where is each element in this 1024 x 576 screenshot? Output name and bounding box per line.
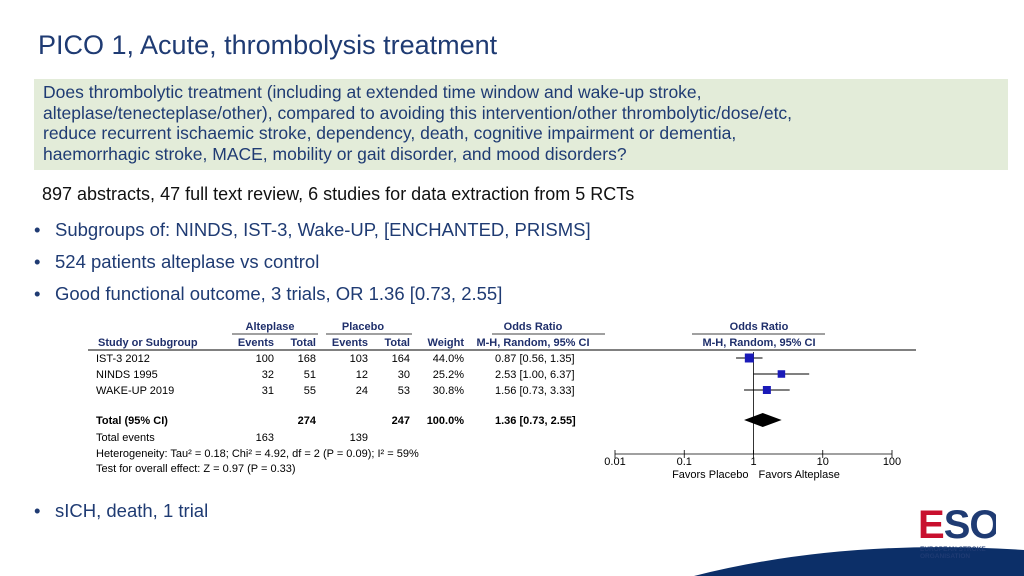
- x-axis-tick-label: 1: [750, 456, 756, 468]
- weight-cell: 44.0%: [433, 353, 464, 365]
- pico-question: Does thrombolytic treatment (including a…: [34, 79, 1008, 170]
- favors-placebo-label: Favors Placebo: [672, 469, 748, 481]
- study-column-header: Study or Subgroup: [98, 337, 198, 349]
- group1-header: Alteplase: [246, 321, 295, 333]
- bullet-marker: •: [34, 500, 41, 521]
- total1-sum: 274: [298, 415, 317, 427]
- events1-cell: 32: [262, 369, 274, 381]
- events2-cell: 24: [356, 385, 368, 397]
- method-column-header: M-H, Random, 95% CI: [476, 337, 589, 349]
- favors-alteplase-label: Favors Alteplase: [759, 469, 840, 481]
- eso-logo-mark: ESO: [918, 503, 996, 547]
- weight-column-header: Weight: [428, 337, 465, 349]
- bullet-item: • Good functional outcome, 3 trials, OR 1…: [34, 282, 591, 314]
- eso-logo-text: EUROPEAN STROKE ORGANISATION: [920, 546, 986, 560]
- corner-swoosh: [694, 547, 1024, 576]
- total2-cell: 53: [398, 385, 410, 397]
- total2-cell: 30: [398, 369, 410, 381]
- events2-cell: 12: [356, 369, 368, 381]
- search-summary: 897 abstracts, 47 full text review, 6 st…: [42, 184, 635, 204]
- bullet-marker: •: [34, 283, 41, 304]
- slide-title: PICO 1, Acute, thrombolysis treatment: [38, 30, 498, 60]
- total1-cell: 51: [304, 369, 316, 381]
- forest-plot-area: 0.01 0.1 1 10 100 Favors Placebo Favors Altepl…: [604, 352, 901, 481]
- x-axis-tick-label: 100: [883, 456, 901, 468]
- study-name: WAKE-UP 2019: [96, 385, 174, 397]
- bullet-item: • 524 patients alteplase vs control: [34, 250, 591, 282]
- method-plot-header: M-H, Random, 95% CI: [702, 337, 815, 349]
- study-name: IST-3 2012: [96, 353, 150, 365]
- total1-cell: 168: [298, 353, 316, 365]
- eso-logo: ESO: [918, 503, 996, 547]
- events1-cell: 100: [256, 353, 274, 365]
- x-axis-tick-label: 0.1: [677, 456, 692, 468]
- weight-cell: 25.2%: [433, 369, 464, 381]
- events1-column-header: Events: [238, 337, 274, 349]
- pooled-estimate-diamond: [744, 413, 782, 427]
- study-point-square: [744, 353, 754, 363]
- ci-cell: 1.56 [0.73, 3.33]: [495, 385, 575, 397]
- total-events2: 139: [350, 432, 368, 444]
- x-axis-tick-label: 10: [817, 456, 829, 468]
- weight-cell: 30.8%: [433, 385, 464, 397]
- bullet-text: sICH, death, 1 trial: [55, 500, 209, 521]
- events2-cell: 103: [350, 353, 368, 365]
- bullet-text: 524 patients alteplase vs control: [55, 251, 320, 272]
- ci-cell: 0.87 [0.56, 1.35]: [495, 353, 575, 365]
- study-name: NINDS 1995: [96, 369, 158, 381]
- bullet-text: Subgroups of: NINDS, IST-3, Wake-UP, [EN…: [55, 219, 591, 240]
- heterogeneity-text: Heterogeneity: Tau² = 0.18; Chi² = 4.92,…: [96, 448, 419, 460]
- bullet-item-sich: • sICH, death, 1 trial: [34, 499, 208, 523]
- ci-cell: 2.53 [1.00, 6.37]: [495, 369, 575, 381]
- bullet-list: • Subgroups of: NINDS, IST-3, Wake-UP, [E…: [34, 218, 591, 314]
- total-events-label: Total events: [96, 432, 155, 444]
- study-point-square: [762, 386, 771, 394]
- total2-column-header: Total: [385, 337, 410, 349]
- bullet-marker: •: [34, 219, 41, 240]
- total1-cell: 55: [304, 385, 316, 397]
- bullet-item: • Subgroups of: NINDS, IST-3, Wake-UP, [E…: [34, 218, 591, 250]
- total-ci: 1.36 [0.73, 2.55]: [495, 415, 576, 427]
- forest-plot: Alteplase Placebo Odds Ratio Odds Ratio …: [88, 321, 916, 481]
- overall-effect-text: Test for overall effect: Z = 0.97 (P = 0…: [96, 463, 296, 475]
- group2-header: Placebo: [342, 321, 384, 333]
- odds-ratio-plot-header: Odds Ratio: [730, 321, 789, 333]
- total-events1: 163: [256, 432, 274, 444]
- odds-ratio-header: Odds Ratio: [504, 321, 563, 333]
- x-axis-tick-label: 0.01: [604, 456, 625, 468]
- events1-cell: 31: [262, 385, 274, 397]
- total-label: Total (95% CI): [96, 415, 168, 427]
- bullet-marker: •: [34, 251, 41, 272]
- total1-column-header: Total: [291, 337, 316, 349]
- bullet-text: Good functional outcome, 3 trials, OR 1.…: [55, 283, 503, 304]
- events2-column-header: Events: [332, 337, 368, 349]
- total2-cell: 164: [392, 353, 410, 365]
- study-point-square: [777, 370, 786, 378]
- corner-decoration: [694, 547, 1024, 576]
- total-weight: 100.0%: [427, 415, 465, 427]
- total2-sum: 247: [392, 415, 410, 427]
